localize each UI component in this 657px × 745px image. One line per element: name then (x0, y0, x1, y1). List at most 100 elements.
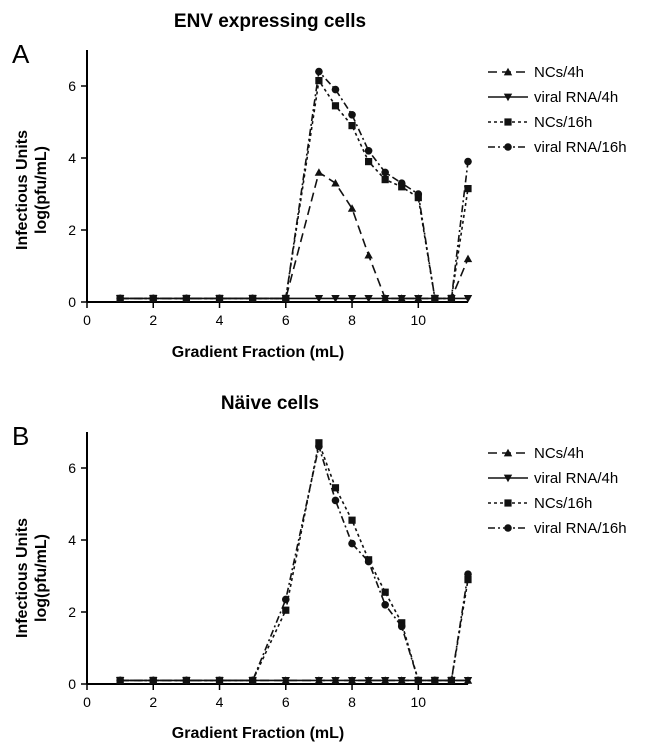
x-tick-label: 6 (282, 694, 290, 710)
x-tick-label: 0 (83, 312, 91, 328)
data-point (464, 576, 472, 584)
data-point (182, 294, 191, 303)
chart-title: ENV expressing cells (174, 11, 366, 32)
data-point (381, 588, 389, 596)
data-point (331, 496, 340, 505)
legend-label: NCs/4h (534, 445, 584, 462)
x-axis-label: Gradient Fraction (mL) (172, 725, 344, 742)
data-point (464, 157, 472, 166)
data-point (149, 294, 158, 303)
data-point (331, 102, 340, 110)
data-point (463, 254, 473, 263)
x-tick-label: 10 (411, 694, 427, 710)
y-tick-label: 4 (68, 532, 76, 548)
plot-area: 0 2 4 6 8 10 0 2 4 6 (68, 50, 473, 328)
data-point (347, 204, 357, 212)
data-point (431, 676, 439, 685)
y-axis-label-line2: log(pfu/mL) (33, 146, 50, 234)
x-tick-label: 2 (149, 694, 157, 710)
data-point (281, 677, 290, 685)
legend-label: NCs/4h (534, 64, 584, 81)
data-point (248, 294, 257, 303)
data-point (348, 111, 356, 119)
data-point (347, 295, 357, 303)
data-point (397, 295, 406, 303)
y-tick-label: 0 (68, 294, 76, 310)
y-tick-label: 6 (68, 78, 76, 94)
x-tick-label: 0 (83, 694, 91, 710)
x-tick-label: 4 (216, 694, 224, 710)
data-point (364, 147, 373, 155)
data-point (314, 295, 324, 303)
data-point (364, 295, 373, 303)
data-point (381, 168, 389, 177)
data-point (331, 85, 340, 94)
data-point (116, 294, 124, 303)
legend-label: viral RNA/4h (534, 470, 618, 487)
y-tick-label: 4 (68, 150, 76, 166)
data-point (397, 179, 406, 187)
data-point (464, 185, 472, 193)
x-tick-label: 10 (411, 312, 427, 328)
data-point (281, 595, 290, 604)
x-axis-label: Gradient Fraction (mL) (172, 344, 344, 361)
legend-marker (503, 474, 513, 483)
legend-marker (504, 118, 512, 126)
legend-label: NCs/16h (534, 495, 592, 512)
plot-area: 0 2 4 6 8 10 0 2 4 6 (68, 432, 473, 710)
legend-marker (504, 524, 512, 532)
legend: NCs/4h viral RNA/4h NCs/16h viral RNA/16h (488, 64, 627, 156)
series-line (120, 439, 469, 682)
data-point (331, 484, 340, 492)
y-tick-label: 2 (68, 222, 76, 238)
data-point (315, 77, 323, 85)
data-point (364, 677, 373, 685)
data-point (348, 122, 356, 130)
data-point (331, 179, 340, 187)
y-tick-label: 0 (68, 676, 76, 692)
data-point (314, 677, 324, 685)
legend-label: NCs/16h (534, 114, 592, 131)
data-point (397, 677, 406, 685)
data-point (315, 67, 323, 76)
y-tick-label: 2 (68, 604, 76, 620)
chart-title: Näive cells (221, 393, 319, 414)
data-point (364, 557, 373, 566)
data-point (149, 676, 158, 685)
data-point (365, 158, 373, 166)
data-point (281, 294, 290, 303)
y-axis-label-line2: log(pfu/mL) (33, 534, 50, 622)
data-point (248, 676, 257, 685)
data-point (364, 251, 373, 259)
y-axis-label-line1: Infectious Units (14, 518, 31, 638)
legend-marker (503, 67, 513, 76)
panel-b-chart: Näive cells B Infectious Units log(pfu/m… (12, 393, 627, 742)
data-point (348, 539, 356, 548)
data-point (380, 295, 390, 303)
data-point (397, 622, 406, 631)
data-point (282, 606, 290, 614)
data-point (380, 677, 390, 685)
panel-label: A (12, 39, 30, 69)
data-point (315, 442, 323, 451)
data-point (463, 295, 473, 303)
data-point (381, 176, 389, 184)
legend: NCs/4h viral RNA/4h NCs/16h viral RNA/16h (488, 445, 627, 537)
data-point (348, 516, 356, 524)
data-point (331, 295, 340, 303)
data-point (347, 677, 357, 685)
data-point (215, 676, 224, 685)
data-point (464, 570, 472, 578)
data-point (431, 294, 439, 303)
series-line (120, 443, 469, 682)
x-tick-label: 2 (149, 312, 157, 328)
legend-marker (503, 448, 513, 457)
legend-marker (504, 499, 512, 507)
panel-label: B (12, 421, 29, 451)
data-point (182, 676, 191, 685)
data-point (116, 676, 124, 685)
y-axis-label: Infectious Units log(pfu/mL) (14, 518, 50, 638)
data-point (381, 601, 389, 609)
x-tick-label: 6 (282, 312, 290, 328)
